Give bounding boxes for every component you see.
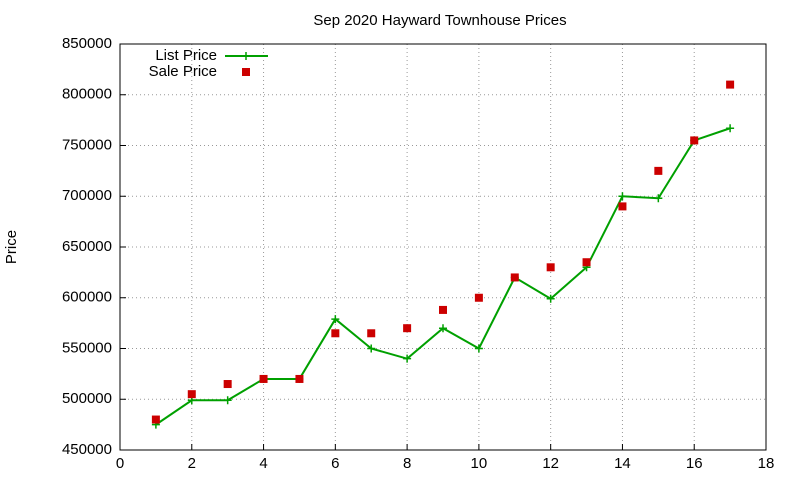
legend-swatch <box>242 52 250 60</box>
y-tick-label: 800000 <box>62 86 112 103</box>
point-marker <box>474 293 483 302</box>
y-tick-label: 850000 <box>62 35 112 52</box>
y-tick-label: 700000 <box>62 187 112 204</box>
point-marker <box>726 124 735 133</box>
x-tick-label: 14 <box>614 455 631 472</box>
point-marker <box>151 415 160 424</box>
x-tick-label: 2 <box>188 455 196 472</box>
legend-label: List Price <box>155 47 217 64</box>
y-tick-label: 750000 <box>62 136 112 153</box>
x-tick-label: 6 <box>331 455 339 472</box>
x-tick-label: 10 <box>471 455 488 472</box>
point-marker <box>403 354 412 363</box>
point-marker <box>618 202 627 211</box>
point-marker <box>582 258 591 267</box>
y-tick-label: 500000 <box>62 390 112 407</box>
point-marker <box>654 166 663 175</box>
point-marker <box>546 294 555 303</box>
y-tick-label: 600000 <box>62 289 112 306</box>
point-marker <box>331 329 340 338</box>
x-tick-label: 4 <box>259 455 267 472</box>
point-marker <box>223 380 232 389</box>
x-tick-label: 0 <box>116 455 124 472</box>
point-marker <box>618 192 627 201</box>
point-marker <box>367 329 376 338</box>
point-marker <box>474 344 483 353</box>
y-axis-label: Price <box>3 230 20 264</box>
x-tick-label: 18 <box>758 455 775 472</box>
point-marker <box>331 315 340 324</box>
point-marker <box>259 374 268 383</box>
legend-label: Sale Price <box>149 63 217 80</box>
plot-frame <box>119 43 767 451</box>
x-tick-label: 8 <box>403 455 411 472</box>
point-marker <box>510 273 519 282</box>
chart-title: Sep 2020 Hayward Townhouse Prices <box>313 12 566 29</box>
legend-swatch <box>242 68 250 76</box>
y-tick-label: 450000 <box>62 441 112 458</box>
point-marker <box>546 263 555 272</box>
point-marker <box>654 194 663 203</box>
x-tick-label: 12 <box>542 455 559 472</box>
point-marker <box>367 344 376 353</box>
x-tick-label: 16 <box>686 455 703 472</box>
point-marker <box>439 324 447 333</box>
y-tick-label: 550000 <box>62 339 112 356</box>
y-tick-label: 650000 <box>62 238 112 255</box>
point-marker <box>295 374 304 383</box>
point-marker <box>726 80 735 89</box>
point-marker <box>690 136 699 145</box>
point-marker <box>223 396 232 405</box>
point-marker <box>439 305 447 314</box>
point-marker <box>403 324 412 333</box>
point-marker <box>187 390 196 399</box>
